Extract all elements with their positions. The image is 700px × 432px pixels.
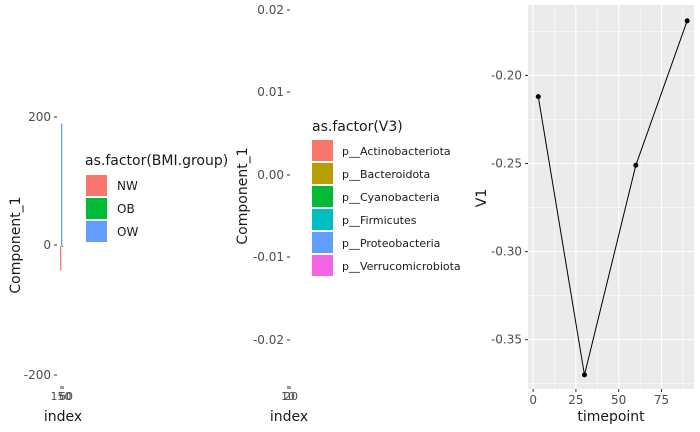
legend-key-firmicutes xyxy=(312,209,333,230)
panel2-xtick-label: 20 xyxy=(284,390,298,403)
panel2-ytick-label: -0.01 xyxy=(253,250,284,264)
panel1-y-axis-title: Component_1 xyxy=(8,196,24,293)
panel1-ytick-label: 200 xyxy=(28,110,51,124)
panel1-bars xyxy=(60,123,64,271)
xtick-label: 50 xyxy=(611,393,626,407)
legend-key-cyanobacteria xyxy=(312,186,333,207)
panel3-x-axis-title: timepoint xyxy=(577,409,645,425)
legend-key-ob xyxy=(86,198,107,219)
panel1-xtick-label: 60 xyxy=(59,390,73,403)
xtick-label: 0 xyxy=(529,393,537,407)
legend-label-ob: OB xyxy=(117,202,135,216)
legend-label-actinobacteriota: p__Actinobacteriota xyxy=(342,145,451,158)
ytick-label: -0.20 xyxy=(491,68,522,82)
panel2-ytick-label: -0.02 xyxy=(253,333,284,347)
legend-key-verrucomicrobiota xyxy=(312,255,333,276)
bar-ob xyxy=(62,246,64,247)
panel3-ticks: 0 25 50 75 -0.35 -0.30 -0.25 -0.20 xyxy=(491,68,669,407)
panel-phylum: Component_1 0.02 0.01 0.00 -0.01 -0.02 1… xyxy=(235,3,461,425)
legend-label-bacteroidota: p__Bacteroidota xyxy=(342,168,430,181)
panel2-legend: as.factor(V3) p__Actinobacteriota p__Bac… xyxy=(312,119,461,276)
panel1-xtick-label: 150 xyxy=(51,390,72,403)
legend-key-ow xyxy=(86,221,107,242)
bar-ow xyxy=(61,123,63,246)
panel2-ytick-label: 0.02 xyxy=(257,3,284,17)
legend-label-proteobacteria: p__Proteobacteria xyxy=(342,237,440,250)
panel2-legend-title: as.factor(V3) xyxy=(312,119,403,135)
ytick-label: -0.25 xyxy=(491,157,522,171)
ytick-label: -0.35 xyxy=(491,333,522,347)
legend-key-nw xyxy=(86,175,107,196)
legend-label-firmicutes: p__Firmicutes xyxy=(342,214,417,227)
panel1-x-axis-title: index xyxy=(44,409,82,425)
legend-label-cyanobacteria: p__Cyanobacteria xyxy=(342,191,440,204)
panel2-ytick-label: 0.00 xyxy=(257,168,284,182)
panel-bmi: Component_1 200 0 -200 150 60 index as.f… xyxy=(8,110,228,425)
data-point xyxy=(535,94,541,100)
bar-nw xyxy=(60,246,62,271)
panel2-x-axis-title: index xyxy=(270,409,308,425)
data-point xyxy=(684,18,690,24)
panel3-y-axis-title: V1 xyxy=(474,189,490,207)
data-point xyxy=(581,372,587,378)
legend-label-nw: NW xyxy=(117,179,138,193)
panel2-xtick-label: 10 xyxy=(281,390,295,403)
panel3-series xyxy=(535,18,690,378)
xtick-label: 75 xyxy=(654,393,669,407)
legend-label-ow: OW xyxy=(117,225,138,239)
panel1-legend-title: as.factor(BMI.group) xyxy=(85,153,228,169)
xtick-label: 25 xyxy=(568,393,583,407)
legend-label-verrucomicrobiota: p__Verrucomicrobiota xyxy=(342,260,461,273)
panel3-background xyxy=(528,5,694,389)
data-point xyxy=(633,162,639,168)
panel1-ytick-label: 0 xyxy=(43,238,51,252)
panel2-ytick-label: 0.01 xyxy=(257,85,284,99)
legend-key-actinobacteriota xyxy=(312,140,333,161)
panel1-legend: as.factor(BMI.group) NW OB OW xyxy=(85,153,228,242)
panel2-y-axis-title: Component_1 xyxy=(235,147,251,244)
legend-key-bacteroidota xyxy=(312,163,333,184)
panel1-ytick-label: -200 xyxy=(24,368,51,382)
ytick-label: -0.30 xyxy=(491,245,522,259)
series-line xyxy=(537,20,688,376)
legend-key-proteobacteria xyxy=(312,232,333,253)
panel-timepoint: 0 25 50 75 -0.35 -0.30 -0.25 -0.20 V1 timepoint xyxy=(474,5,694,425)
